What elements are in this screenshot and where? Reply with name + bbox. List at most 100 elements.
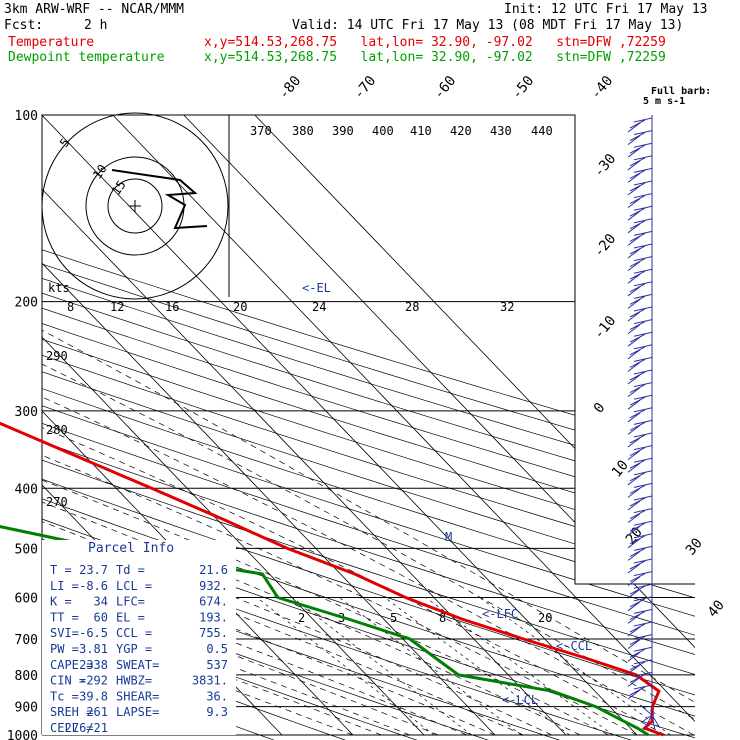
wind-barb — [627, 142, 653, 158]
wind-barb — [627, 306, 653, 322]
parcel-field-label: CELL = — [50, 721, 93, 735]
parcel-field-label: CAPE = — [50, 658, 93, 672]
temperature-label: 0 — [591, 400, 609, 417]
speed-label: 8 — [67, 300, 74, 314]
temperature-label: -10 — [591, 313, 620, 343]
wind-barb — [639, 704, 661, 731]
dry-adiabat — [42, 115, 695, 740]
pressure-label: 800 — [15, 669, 38, 684]
hodograph: 5 10 15 — [41, 112, 230, 300]
wind-barb — [627, 596, 653, 612]
mixing-ratio-line — [256, 597, 435, 736]
parcel-field-label: T = — [50, 563, 72, 577]
wind-barb — [627, 394, 653, 410]
temperature-legend: Temperature — [8, 35, 95, 50]
moist-adiabat — [42, 301, 694, 736]
parcel-field-value: 2338 — [79, 658, 108, 672]
parcel-field-label: TT = — [50, 610, 79, 624]
speed-label: 20 — [233, 300, 247, 314]
wind-barb — [627, 470, 653, 486]
parcel-field-value: 3.81 — [79, 642, 108, 656]
speed-label: 32 — [500, 300, 514, 314]
pressure-label: 600 — [15, 591, 38, 606]
wind-barb — [627, 646, 653, 662]
parcel-field-value: 39.8 — [79, 689, 108, 703]
hodograph-ring-label: 10 — [90, 162, 110, 182]
temperature-profile — [0, 421, 664, 737]
mixing-ratio-label: 8 — [439, 611, 446, 625]
theta-label: 290 — [46, 349, 68, 363]
speed-label: 16 — [165, 300, 179, 314]
pressure-label: 100 — [15, 109, 38, 124]
wind-barb — [627, 419, 653, 435]
parcel-field-value: 21.6 — [199, 563, 228, 577]
wind-barb — [627, 457, 653, 473]
hodograph-ring-label: 5 — [57, 136, 73, 150]
hodograph-trace — [111, 169, 208, 230]
isotherm — [42, 115, 695, 736]
pressure-label: 200 — [15, 296, 38, 311]
mixing-ratio-label: 2 — [298, 611, 305, 625]
mixing-ratio-line — [292, 597, 472, 736]
theta-label: 380 — [292, 124, 314, 138]
mixing-ratio-line — [339, 597, 522, 736]
init-time: Init: 12 UTC Fri 17 May 13 — [504, 2, 708, 17]
temperature-label: -60 — [431, 73, 460, 103]
pressure-label: 1000 — [7, 729, 38, 740]
isotherm — [42, 115, 638, 736]
forecast-label: Fcst: — [4, 18, 44, 33]
theta-label: 440 — [531, 124, 553, 138]
wind-barb — [627, 634, 653, 649]
mixing-ratio-line — [384, 597, 570, 736]
parcel-field-value: 193. — [199, 610, 228, 624]
parcel-field-label: SWEAT= — [116, 658, 159, 672]
hodograph-ring — [41, 112, 229, 300]
moist-adiabat — [42, 410, 382, 736]
wind-barb — [627, 130, 653, 145]
dry-adiabat — [42, 115, 441, 740]
speed-label: 24 — [312, 300, 326, 314]
parcel-field-label: LCL = — [116, 579, 152, 593]
parcel-info-box — [42, 540, 236, 735]
wind-barb — [627, 319, 653, 334]
parcel-field-label: SREH = — [50, 705, 93, 719]
speed-label: 28 — [405, 300, 419, 314]
valid-time: Valid: 14 UTC Fri 17 May 13 (08 MDT Fri … — [292, 18, 684, 33]
dry-adiabat — [42, 115, 695, 740]
dry-adiabat — [42, 115, 695, 740]
dry-adiabat — [42, 115, 695, 740]
wind-barb — [627, 533, 653, 549]
dry-adiabat — [42, 115, 695, 740]
temperature-location: x,y=514.53,268.75 lat,lon= 32.90, -97.02… — [204, 35, 666, 50]
pressure-label: 500 — [15, 542, 38, 557]
parcel-field-value: -292 — [79, 674, 108, 688]
theta-label: 280 — [46, 423, 68, 437]
dewpoint-location: x,y=514.53,268.75 lat,lon= 32.90, -97.02… — [204, 50, 666, 65]
parcel-field-value: 0.5 — [206, 642, 228, 656]
wind-barb — [627, 243, 653, 259]
dry-adiabat — [42, 115, 369, 740]
dry-adiabat — [42, 115, 695, 740]
ccl-marker: <-CCL — [556, 639, 592, 653]
parcel-field-value: 9.3 — [206, 705, 228, 719]
parcel-field-label: Td = — [116, 563, 145, 577]
parcel-field-label: EL = — [116, 610, 145, 624]
theta-label: 370 — [250, 124, 272, 138]
temperature-label: -70 — [351, 73, 380, 103]
isotherm — [42, 115, 496, 736]
wind-barb — [627, 508, 653, 523]
wind-barb — [627, 659, 653, 675]
parcel-field-value: 276/21 — [65, 721, 108, 735]
temperature-label: -80 — [276, 73, 305, 103]
dewpoint-legend: Dewpoint temperature — [8, 50, 165, 65]
dry-adiabat — [42, 115, 695, 740]
model-title: 3km ARW-WRF -- NCAR/MMM — [4, 2, 185, 17]
dry-adiabat — [42, 115, 695, 740]
hodograph-ring — [107, 178, 163, 234]
wind-legend-value: 5 m s-1 — [643, 96, 685, 107]
parcel-field-value: 60 — [94, 610, 108, 624]
wind-barb — [627, 293, 653, 309]
wind-barb — [627, 205, 653, 221]
